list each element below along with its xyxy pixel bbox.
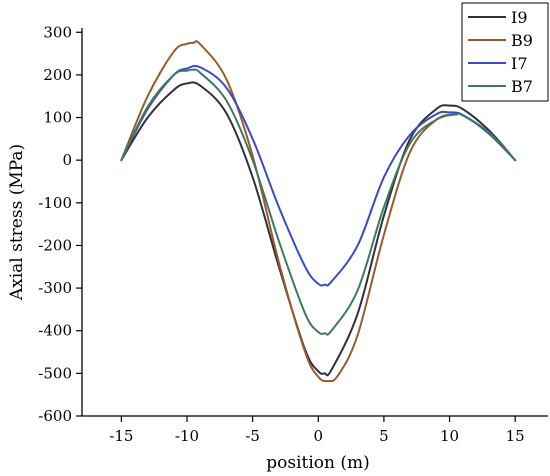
y-tick-label: -400 (38, 322, 72, 340)
x-ticks: -15 -10 -5 0 5 10 15 (109, 416, 525, 445)
legend-label-b7: B7 (511, 77, 533, 96)
legend-items: I9 B9 I7 B7 (468, 8, 533, 96)
y-tick-label: 100 (43, 109, 72, 127)
y-tick-label: 200 (43, 66, 72, 84)
series-line-i7 (120, 64, 517, 287)
legend-label-i7: I7 (511, 54, 528, 73)
series-layer (120, 40, 517, 383)
x-tick-label: 5 (379, 427, 389, 445)
x-tick-label: 15 (506, 427, 525, 445)
legend-label-i9: I9 (511, 8, 528, 27)
y-tick-label: -100 (38, 194, 72, 212)
x-tick-label: -10 (175, 427, 199, 445)
series-line-b7 (120, 68, 517, 336)
legend-label-b9: B9 (511, 31, 533, 50)
y-tick-label: 0 (62, 151, 72, 169)
y-axis-label: Axial stress (MPa) (7, 144, 27, 301)
legend: I9 B9 I7 B7 (461, 2, 549, 102)
y-tick-label: -500 (38, 364, 72, 382)
legend-box (461, 2, 549, 102)
y-tick-label: -300 (38, 279, 72, 297)
y-tick-label: -200 (38, 236, 72, 254)
y-ticks: -600 -500 -400 -300 -200 -100 0 100 200 300 (38, 23, 82, 425)
x-axis-label: position (m) (266, 453, 370, 473)
series-line-i9 (120, 81, 517, 377)
x-tick-label: -5 (245, 427, 260, 445)
x-tick-label: 0 (314, 427, 324, 445)
y-tick-label: -600 (38, 407, 72, 425)
x-tick-label: -15 (109, 427, 133, 445)
y-tick-label: 300 (43, 23, 72, 41)
x-tick-label: 10 (440, 427, 459, 445)
